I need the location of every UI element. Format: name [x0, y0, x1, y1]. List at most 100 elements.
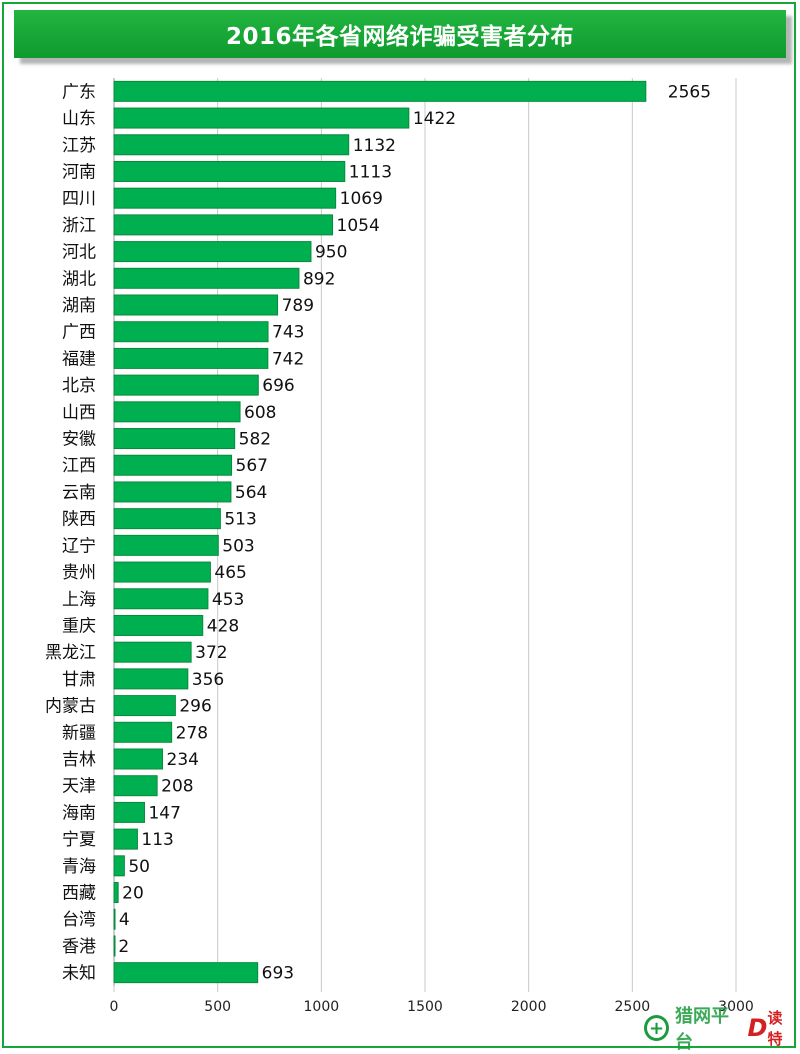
category-label: 青海: [62, 857, 96, 877]
category-label: 西藏: [62, 884, 96, 904]
x-tick-label: 1000: [304, 999, 340, 1015]
bar: [113, 828, 138, 850]
bar: [113, 641, 192, 663]
data-label: 234: [167, 750, 199, 770]
data-label: 1132: [353, 136, 396, 156]
watermark-brand: 读特: [767, 1009, 783, 1048]
data-label: 113: [141, 830, 173, 850]
bar: [113, 908, 116, 930]
brand-d-icon: D: [747, 1014, 768, 1042]
category-label: 浙江: [62, 216, 96, 236]
data-label: 743: [272, 323, 304, 343]
bar: [113, 508, 221, 530]
data-label: 147: [148, 803, 180, 823]
shield-plus-icon: +: [644, 1015, 670, 1041]
data-label: 1054: [337, 216, 380, 236]
data-label: 513: [224, 510, 256, 530]
data-label: 950: [315, 243, 347, 263]
watermark-text: 猎网平台: [675, 1006, 730, 1053]
bar: [113, 855, 125, 877]
bar: [113, 882, 119, 904]
category-label: 贵州: [62, 563, 96, 583]
data-label: 50: [128, 857, 150, 877]
bar: [113, 695, 176, 717]
watermark: + 猎网平台 D 读特: [644, 1006, 796, 1053]
category-label: 陕西: [62, 510, 96, 530]
x-tick-label: 1500: [407, 999, 443, 1015]
bar: [113, 214, 334, 236]
category-label: 河北: [62, 243, 96, 263]
bar: [113, 267, 300, 289]
bar: [113, 588, 209, 610]
category-label: 天津: [62, 777, 96, 797]
bar: [113, 321, 269, 343]
bar: [113, 801, 145, 823]
data-label: 696: [262, 376, 294, 396]
bar: [113, 481, 232, 503]
category-label: 辽宁: [62, 536, 96, 556]
data-label: 789: [282, 296, 314, 316]
chart-header: 2016年各省网络诈骗受害者分布: [14, 10, 786, 58]
category-label: 宁夏: [62, 830, 96, 850]
data-label: 582: [239, 430, 271, 450]
category-label: 安徽: [62, 430, 96, 450]
bar: [113, 80, 647, 102]
category-label: 内蒙古: [45, 697, 96, 717]
bar: [113, 374, 259, 396]
bar: [113, 935, 116, 957]
category-label: 上海: [62, 590, 96, 610]
bar: [113, 748, 164, 770]
category-label: 山东: [62, 109, 96, 129]
data-label: 1113: [349, 162, 392, 182]
category-label: 北京: [62, 376, 96, 396]
category-label: 江苏: [62, 136, 96, 156]
data-label: 428: [207, 616, 239, 636]
bar: [113, 160, 346, 182]
category-label: 黑龙江: [45, 643, 96, 663]
bar: [113, 721, 173, 743]
category-label: 河南: [62, 162, 96, 182]
x-tick-label: 500: [204, 999, 231, 1015]
category-label: 湖北: [62, 269, 96, 289]
category-label: 广西: [62, 323, 96, 343]
data-label: 564: [235, 483, 267, 503]
category-label: 甘肃: [62, 670, 96, 690]
data-label: 1422: [413, 109, 456, 129]
bar: [113, 534, 219, 556]
bar: [113, 962, 259, 984]
bar: [113, 347, 269, 369]
x-tick-label: 2500: [615, 999, 651, 1015]
category-label: 吉林: [62, 750, 96, 770]
data-label: 356: [192, 670, 224, 690]
data-label: 208: [161, 777, 193, 797]
data-label: 608: [244, 403, 276, 423]
data-label: 372: [195, 643, 227, 663]
data-label: 20: [122, 884, 144, 904]
category-label: 未知: [62, 964, 96, 984]
data-label: 296: [179, 697, 211, 717]
bar: [113, 294, 279, 316]
data-label: 567: [236, 456, 268, 476]
x-tick-label: 0: [110, 999, 119, 1015]
data-label: 2: [118, 937, 129, 957]
category-label: 云南: [62, 483, 96, 503]
category-label: 台湾: [62, 910, 96, 930]
data-label: 693: [262, 964, 294, 984]
data-label: 892: [303, 269, 335, 289]
bar: [113, 134, 350, 156]
bar: [113, 428, 236, 450]
category-label: 福建: [62, 349, 96, 369]
bar: [113, 668, 189, 690]
category-label: 山西: [62, 403, 96, 423]
data-label: 2565: [668, 82, 711, 102]
bar: [113, 561, 211, 583]
category-label: 广东: [62, 82, 96, 102]
bar: [113, 614, 204, 636]
data-label: 4: [119, 910, 130, 930]
bar: [113, 454, 233, 476]
bar: [113, 241, 312, 263]
data-label: 742: [272, 349, 304, 369]
data-label: 453: [212, 590, 244, 610]
bar: [113, 775, 158, 797]
